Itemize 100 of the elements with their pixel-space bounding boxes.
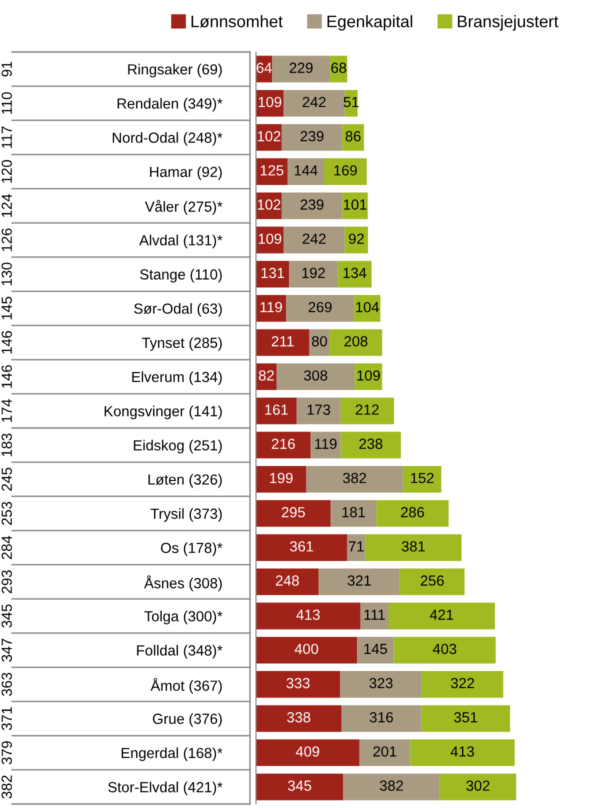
text: 124 bbox=[2, 194, 12, 217]
bar bbox=[330, 500, 376, 527]
bar bbox=[357, 636, 394, 664]
text: 183 bbox=[2, 434, 12, 456]
bar bbox=[338, 260, 372, 288]
bar bbox=[256, 671, 340, 698]
text: 110 bbox=[2, 92, 12, 114]
bar bbox=[256, 329, 310, 356]
y-tick-label: Stor-Elvdal (421)* bbox=[108, 782, 222, 796]
text: 130 bbox=[2, 262, 12, 286]
text: 345 bbox=[2, 604, 12, 628]
y-tick-label: Folldal (348)* bbox=[137, 644, 222, 658]
data-label: 101 bbox=[344, 199, 366, 210]
bar bbox=[256, 774, 344, 800]
data-label: 308 bbox=[304, 370, 328, 381]
text: 117 bbox=[2, 126, 12, 148]
bar bbox=[340, 432, 401, 458]
bar bbox=[324, 158, 367, 185]
data-label: 192 bbox=[302, 268, 325, 278]
text: 382 bbox=[2, 775, 12, 799]
y-tick-label: Kongsvinger (141) bbox=[104, 406, 222, 420]
data-label: 102 bbox=[258, 199, 280, 210]
bar bbox=[306, 466, 403, 493]
data-label: 64 bbox=[256, 62, 272, 74]
data-label: 413 bbox=[450, 746, 474, 757]
bar bbox=[343, 774, 440, 800]
data-label: 381 bbox=[402, 541, 425, 552]
data-label: 82 bbox=[258, 370, 274, 381]
data-label: 161 bbox=[265, 404, 288, 415]
data-label: 323 bbox=[369, 678, 393, 688]
legend-label: Lønnsomhet bbox=[192, 15, 283, 28]
text: 174 bbox=[2, 399, 12, 422]
data-label: 212 bbox=[356, 404, 379, 415]
bar bbox=[359, 739, 410, 766]
bar bbox=[318, 568, 400, 596]
y-tick-label: Ringsaker (69) bbox=[128, 64, 222, 78]
bar bbox=[410, 739, 515, 766]
data-label: 104 bbox=[356, 302, 379, 312]
data-label: 131 bbox=[262, 268, 284, 278]
bar bbox=[341, 705, 422, 732]
data-label: 413 bbox=[296, 610, 320, 620]
bar bbox=[256, 602, 360, 630]
data-label: 119 bbox=[260, 302, 282, 312]
text: 363 bbox=[2, 672, 12, 696]
y-tick-label: Engerdal (168)* bbox=[122, 747, 222, 762]
text: 146 bbox=[2, 365, 12, 388]
bar bbox=[340, 671, 422, 698]
data-label: 238 bbox=[359, 438, 382, 450]
bar bbox=[256, 500, 331, 527]
bar bbox=[288, 158, 324, 185]
data-label: 111 bbox=[364, 610, 385, 620]
data-label: 322 bbox=[450, 678, 474, 688]
data-label: 321 bbox=[348, 575, 371, 586]
bar bbox=[256, 636, 358, 664]
text: 145 bbox=[2, 296, 12, 320]
y-tick-label: Tolga (300)* bbox=[144, 610, 222, 624]
data-label: 68 bbox=[331, 62, 346, 74]
data-label: 248 bbox=[276, 575, 299, 586]
data-label: 382 bbox=[342, 472, 366, 484]
bar bbox=[256, 568, 319, 596]
text: 120 bbox=[2, 160, 12, 183]
y-tick-label: Stange (110) bbox=[140, 268, 222, 282]
data-label: 409 bbox=[296, 746, 320, 757]
bar bbox=[394, 636, 496, 664]
data-label: 421 bbox=[430, 610, 454, 620]
data-label: 199 bbox=[270, 472, 293, 484]
bar bbox=[365, 534, 462, 561]
bar bbox=[400, 568, 465, 596]
data-label: 181 bbox=[342, 507, 365, 518]
y-tick-label: Elverum (134) bbox=[132, 371, 222, 386]
y-tick-label: Tynset (285) bbox=[142, 337, 222, 351]
bar bbox=[256, 705, 342, 732]
y-tick-label: Eidskog (251) bbox=[134, 440, 222, 454]
legend-label: Egenkapital bbox=[328, 15, 412, 31]
y-tick-label: Åmot (367) bbox=[150, 678, 222, 694]
data-label: 239 bbox=[300, 131, 324, 142]
text: 91 bbox=[2, 62, 12, 77]
data-label: 144 bbox=[294, 165, 318, 176]
data-label: 109 bbox=[357, 370, 380, 381]
data-label: 256 bbox=[420, 575, 444, 586]
text: 146 bbox=[2, 331, 12, 354]
text: 284 bbox=[2, 536, 12, 560]
data-label: 295 bbox=[282, 507, 305, 518]
data-label: 169 bbox=[334, 165, 357, 176]
data-label: 119 bbox=[315, 438, 337, 450]
data-label: 400 bbox=[294, 644, 318, 654]
data-label: 216 bbox=[272, 438, 295, 450]
data-label: 338 bbox=[287, 712, 310, 722]
bar bbox=[289, 260, 338, 288]
bar bbox=[256, 466, 306, 493]
data-label: 80 bbox=[312, 336, 327, 346]
data-label: 361 bbox=[290, 541, 314, 552]
y-tick-label: Rendalen (349)* bbox=[118, 98, 222, 112]
text: 253 bbox=[2, 502, 12, 525]
bar bbox=[344, 226, 368, 254]
bar bbox=[284, 226, 345, 254]
bar bbox=[296, 398, 340, 424]
bar bbox=[272, 56, 330, 82]
bar bbox=[421, 705, 510, 732]
data-label: 269 bbox=[308, 302, 332, 312]
